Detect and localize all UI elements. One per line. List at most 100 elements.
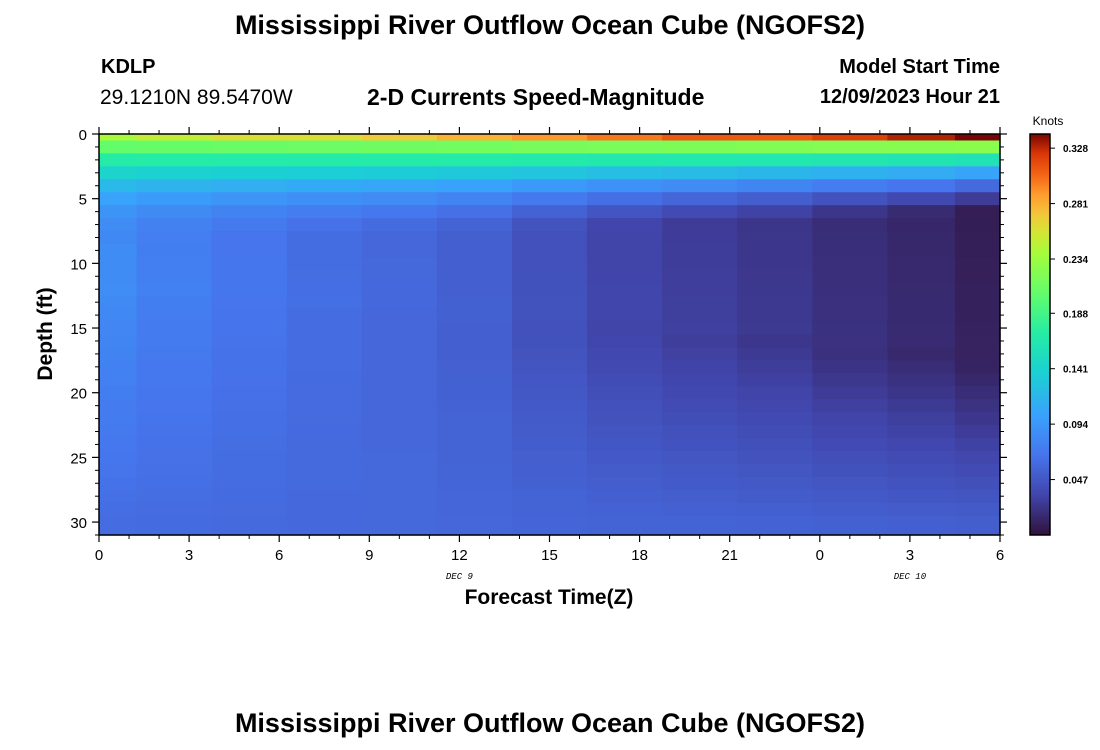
heatmap-cell [737, 450, 813, 465]
heatmap-cell [361, 134, 438, 142]
heatmap-cell [954, 347, 1001, 361]
heatmap-cell [286, 192, 363, 206]
heatmap-cell [211, 463, 288, 478]
heatmap-cell [511, 140, 588, 155]
heatmap-cell [812, 399, 888, 413]
heatmap-cell [99, 179, 138, 193]
heatmap-cell [587, 463, 663, 478]
page-title: Mississippi River Outflow Ocean Cube (NG… [234, 10, 866, 40]
heatmap-cell [286, 134, 363, 142]
heatmap-cell [361, 166, 438, 180]
heatmap-cell [887, 205, 956, 219]
heatmap-cell [812, 295, 888, 310]
heatmap-cell [211, 166, 288, 180]
heatmap-cell [587, 256, 663, 271]
heatmap-cell [954, 412, 1001, 426]
heatmap-cell [954, 134, 1001, 142]
heatmap-cell [211, 425, 288, 439]
heatmap-cell [511, 373, 588, 387]
heatmap-cell [662, 347, 738, 361]
heatmap-cell [361, 256, 438, 271]
heatmap-cell [99, 205, 138, 219]
heatmap-cell [662, 476, 738, 491]
heatmap-cell [436, 140, 513, 155]
heatmap-cell [954, 502, 1001, 517]
heatmap-cell [99, 463, 138, 478]
heatmap-cell [136, 515, 213, 536]
heatmap-cell [662, 295, 738, 310]
heatmap-cell [99, 425, 138, 439]
heatmap-cell [812, 321, 888, 336]
heatmap-cell [812, 231, 888, 245]
colorbar [1029, 133, 1051, 536]
heatmap-cell [737, 399, 813, 413]
heatmap-cell [662, 399, 738, 413]
heatmap-cell [361, 205, 438, 219]
heatmap-cell [211, 334, 288, 349]
colorbar-tick-label: 0.141 [1063, 365, 1088, 376]
heatmap-cell [662, 231, 738, 245]
heatmap-cell [99, 347, 138, 361]
heatmap-cell [286, 502, 363, 517]
heatmap-cell [286, 463, 363, 478]
heatmap-cell [511, 437, 588, 452]
heatmap-cell [286, 321, 363, 336]
heatmap-cell [286, 231, 363, 245]
heatmap-cell [587, 192, 663, 206]
heatmap-cell [136, 425, 213, 439]
heatmap-cell [511, 256, 588, 271]
heatmap-cell [587, 218, 663, 232]
y-axis-label: Depth (ft) [34, 287, 57, 380]
heatmap-cell [136, 476, 213, 491]
heatmap-cell [737, 153, 813, 167]
heatmap-cell [887, 489, 956, 504]
heatmap-cell [211, 282, 288, 297]
heatmap-cell [99, 373, 138, 387]
x-tick-label: 3 [906, 547, 914, 564]
heatmap-cell [286, 140, 363, 155]
heatmap-cell [587, 134, 663, 142]
heatmap-cell [887, 166, 956, 180]
heatmap-cell [436, 399, 513, 413]
heatmap-cell [211, 386, 288, 400]
heatmap-cell [737, 205, 813, 219]
heatmap-cell [587, 399, 663, 413]
heatmap-cell [436, 334, 513, 349]
heatmap-cell [812, 515, 888, 536]
heatmap-cell [99, 166, 138, 180]
heatmap-cell [887, 321, 956, 336]
heatmap-cell [99, 386, 138, 400]
heatmap-cell [511, 218, 588, 232]
heatmap-cell [511, 134, 588, 142]
heatmap-cell [662, 489, 738, 504]
heatmap-cell [361, 450, 438, 465]
heatmap-cell [136, 437, 213, 452]
heatmap-cell [211, 412, 288, 426]
heatmap-cell [887, 373, 956, 387]
heatmap-cell [286, 334, 363, 349]
heatmap-cell [887, 256, 956, 271]
heatmap-cell [436, 205, 513, 219]
heatmap-cell [954, 218, 1001, 232]
heatmap-cell [812, 373, 888, 387]
heatmap-cell [99, 515, 138, 536]
heatmap-cell [436, 386, 513, 400]
heatmap-cell [511, 347, 588, 361]
heatmap-cell [511, 489, 588, 504]
heatmap-cell [587, 166, 663, 180]
heatmap-cell [136, 463, 213, 478]
heatmap-cell [887, 140, 956, 155]
heatmap-cell [99, 450, 138, 465]
heatmap-cell [286, 282, 363, 297]
heatmap-cell [812, 386, 888, 400]
heatmap-cell [99, 243, 138, 258]
heatmap-cell [954, 489, 1001, 504]
heatmap-cell [136, 373, 213, 387]
heatmap-cell [812, 205, 888, 219]
heatmap-cell [211, 360, 288, 374]
heatmap-cell [954, 179, 1001, 193]
heatmap-cell [286, 256, 363, 271]
heatmap-cell [887, 231, 956, 245]
heatmap-cell [587, 205, 663, 219]
heatmap-cell [211, 308, 288, 323]
